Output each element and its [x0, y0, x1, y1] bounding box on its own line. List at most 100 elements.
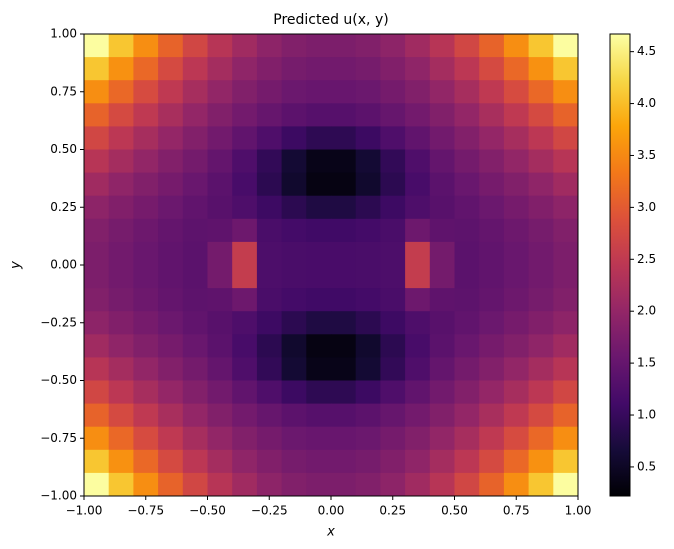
- heat-cell: [331, 472, 357, 497]
- heat-cell: [207, 241, 233, 266]
- heat-cell: [133, 472, 159, 497]
- heat-cell: [158, 472, 184, 497]
- heat-cell: [405, 311, 431, 335]
- heat-cell: [256, 149, 283, 174]
- x-tick-label: −1.00: [66, 504, 103, 518]
- heat-cell: [256, 311, 283, 335]
- heat-cell: [306, 334, 332, 358]
- heat-cell: [454, 103, 480, 127]
- heat-cell: [281, 334, 307, 358]
- heat-cell: [158, 334, 184, 358]
- heat-cell: [207, 472, 233, 497]
- heat-cell: [380, 380, 406, 405]
- heat-cell: [479, 218, 505, 243]
- heat-cell: [256, 241, 283, 266]
- heat-cell: [405, 126, 431, 150]
- heat-cell: [84, 218, 110, 243]
- heat-cell: [281, 472, 307, 497]
- heat-cell: [528, 472, 554, 497]
- heat-cell: [479, 426, 505, 451]
- heat-cell: [306, 288, 332, 312]
- heat-cell: [84, 426, 110, 451]
- heat-cell: [553, 449, 579, 474]
- heat-cell: [158, 380, 184, 405]
- heat-cell: [182, 103, 208, 127]
- heat-cell: [182, 357, 208, 381]
- heat-cell: [405, 357, 431, 381]
- heat-cell: [281, 357, 307, 381]
- heat-cell: [503, 334, 530, 358]
- heat-cell: [528, 57, 554, 81]
- heat-cell: [207, 34, 233, 58]
- heat-cell: [454, 357, 480, 381]
- heat-cell: [503, 403, 530, 428]
- heat-cell: [232, 172, 258, 197]
- heat-cell: [232, 80, 258, 104]
- heat-cell: [133, 357, 159, 381]
- heat-cell: [133, 57, 159, 81]
- heat-cell: [479, 288, 505, 312]
- heat-cell: [108, 472, 134, 497]
- heat-cell: [553, 426, 579, 451]
- heat-cell: [331, 218, 357, 243]
- heat-cell: [232, 403, 258, 428]
- heat-cell: [158, 172, 184, 197]
- heat-cell: [331, 311, 357, 335]
- heat-cell: [84, 149, 110, 174]
- heat-cell: [108, 426, 134, 451]
- colorbar-tick-label: 4.0: [637, 96, 656, 110]
- heat-cell: [108, 334, 134, 358]
- heat-cell: [503, 288, 530, 312]
- heat-cell: [256, 357, 283, 381]
- heat-cell: [479, 334, 505, 358]
- heat-cell: [405, 334, 431, 358]
- colorbar-tick-label: 2.5: [637, 252, 656, 266]
- heat-cell: [232, 218, 258, 243]
- heat-cell: [405, 241, 431, 266]
- heat-cell: [528, 241, 554, 266]
- heat-cell: [405, 449, 431, 474]
- heat-cell: [405, 80, 431, 104]
- heat-cell: [306, 57, 332, 81]
- heat-cell: [405, 34, 431, 58]
- heat-cell: [503, 472, 530, 497]
- heat-cell: [256, 265, 283, 289]
- x-tick-label: 0.00: [318, 504, 345, 518]
- heat-cell: [355, 403, 381, 428]
- heat-cell: [528, 288, 554, 312]
- heat-cell: [158, 403, 184, 428]
- heat-cell: [133, 34, 159, 58]
- heat-cell: [479, 357, 505, 381]
- heat-cell: [454, 449, 480, 474]
- heat-cell: [281, 403, 307, 428]
- heat-cell: [429, 57, 455, 81]
- heat-cell: [256, 172, 283, 197]
- heat-cell: [454, 218, 480, 243]
- heat-cell: [256, 103, 283, 127]
- heat-cell: [479, 103, 505, 127]
- heat-cell: [479, 449, 505, 474]
- heat-cell: [133, 218, 159, 243]
- heat-cell: [133, 288, 159, 312]
- heat-cell: [355, 357, 381, 381]
- heat-cell: [479, 472, 505, 497]
- heat-cell: [133, 380, 159, 405]
- heat-cell: [182, 265, 208, 289]
- heat-cell: [553, 172, 579, 197]
- heat-cell: [182, 472, 208, 497]
- heat-cell: [207, 449, 233, 474]
- chart-title: Predicted u(x, y): [273, 12, 388, 28]
- heat-cell: [207, 265, 233, 289]
- heat-cell: [232, 126, 258, 150]
- heat-cell: [429, 403, 455, 428]
- heat-cell: [281, 34, 307, 58]
- heat-cell: [281, 57, 307, 81]
- heat-cell: [207, 380, 233, 405]
- heat-cell: [306, 218, 332, 243]
- heat-cell: [479, 126, 505, 150]
- heat-cell: [256, 34, 283, 58]
- heat-cell: [454, 241, 480, 266]
- heat-cell: [133, 311, 159, 335]
- heat-cell: [553, 357, 579, 381]
